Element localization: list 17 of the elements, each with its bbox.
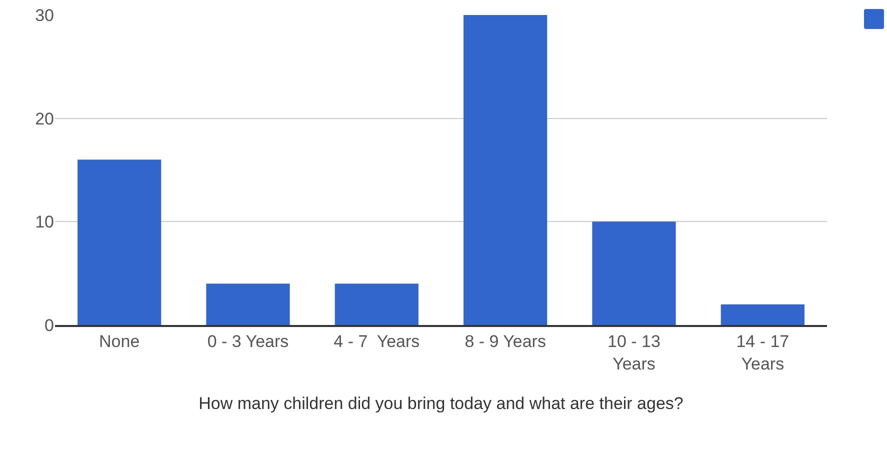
x-tick-label: 10 - 13 Years — [608, 332, 660, 374]
bar — [720, 304, 804, 325]
x-tick-label: 8 - 9 Years — [464, 332, 546, 352]
y-tick-label: 0 — [44, 316, 54, 335]
bar — [206, 284, 290, 325]
bar — [464, 15, 548, 325]
x-tick-label: 14 - 17 Years — [736, 332, 790, 374]
x-tick-label: None — [99, 332, 140, 352]
bar — [78, 160, 162, 325]
bar — [334, 284, 418, 325]
x-tick-label: 4 - 7 Years — [334, 332, 420, 352]
x-axis-title: How many children did you bring today and what are their ages? — [198, 394, 684, 414]
bar — [592, 222, 676, 325]
y-tick-label: 20 — [35, 109, 54, 128]
y-tick-label: 30 — [35, 6, 54, 25]
x-tick-label: 0 - 3 Years — [207, 332, 289, 352]
y-tick-label: 10 — [35, 212, 54, 232]
